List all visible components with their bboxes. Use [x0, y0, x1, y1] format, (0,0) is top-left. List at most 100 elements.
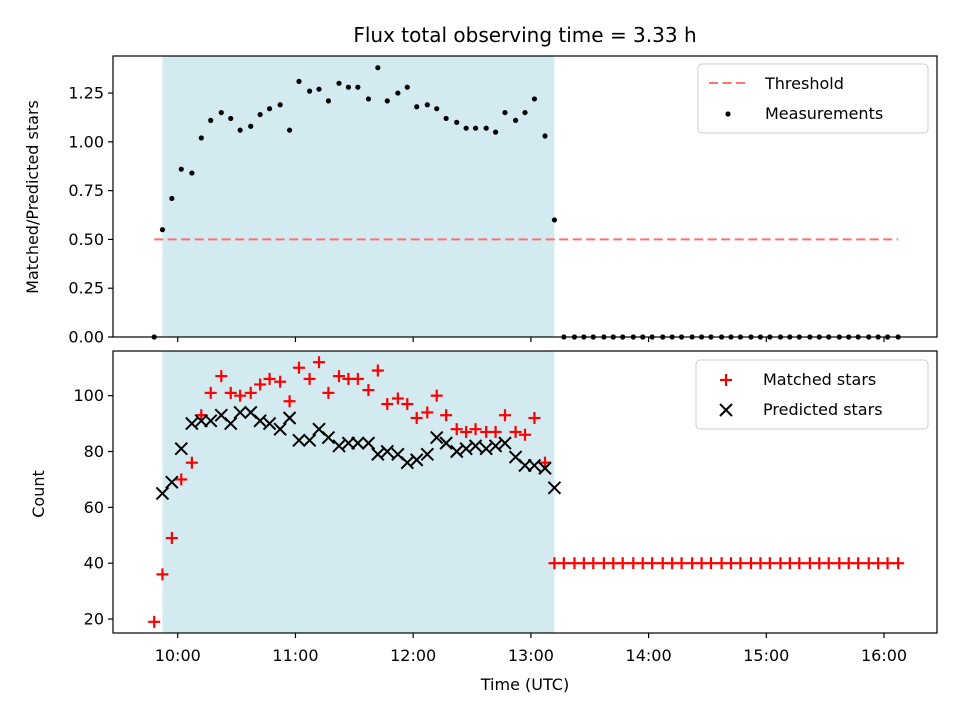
predicted-star-point: [371, 447, 385, 462]
predicted-star-point: [224, 416, 238, 431]
observing-window-span-top: [162, 56, 555, 337]
predicted-star-point: [155, 486, 170, 501]
predicted-star-point: [262, 416, 277, 431]
matched-star-point: [165, 532, 178, 545]
legend-predicted-label: Predicted stars: [763, 400, 883, 419]
measurement-point: [522, 109, 528, 116]
measurement-point: [454, 119, 460, 125]
matched-star-point: [892, 557, 905, 570]
y-tick-label: 40: [84, 554, 104, 573]
matched-star-point: [450, 423, 463, 436]
matched-star-point: [469, 423, 482, 436]
matched-star-point: [557, 557, 570, 570]
top-y-ticks: 0.00 0.25 0.50 0.75 1.00 1.25: [68, 84, 113, 347]
y-tick-label: 60: [84, 498, 104, 517]
bottom-y-axis-label: Count: [29, 470, 48, 518]
matched-star-point: [333, 370, 346, 383]
measurement-point: [228, 115, 234, 122]
measurement-point: [395, 90, 401, 96]
matched-star-point: [519, 428, 531, 441]
matched-star-point: [175, 473, 188, 486]
matched-star-point: [292, 361, 305, 374]
predicted-star-point: [468, 439, 483, 453]
predicted-star-point: [185, 416, 199, 431]
x-tick-label: 15:00: [743, 646, 789, 665]
measurement-point: [306, 88, 313, 94]
matched-star-point: [283, 395, 296, 408]
legend-predicted-swatch: [719, 403, 733, 417]
bottom-x-ticks: 10:00 11:00 12:00 13:00 14:00 15:00 16:00: [155, 633, 907, 665]
y-tick-label: 0.00: [68, 328, 104, 347]
measurement-point: [159, 227, 166, 233]
matched-star-point: [381, 398, 394, 411]
predicted-star-point: [518, 458, 532, 473]
matched-star-point: [371, 364, 384, 377]
x-tick-label: 14:00: [626, 646, 672, 665]
y-tick-label: 100: [73, 386, 104, 405]
measurement-point: [277, 102, 283, 108]
legend-measurements-swatch: [725, 111, 731, 117]
predicted-star-point: [420, 447, 435, 462]
predicted-star-point: [409, 453, 424, 467]
predicted-star-point: [380, 444, 394, 459]
predicted-star-point: [292, 433, 306, 448]
y-tick-label: 1.00: [68, 132, 104, 151]
predicted-star-point: [459, 442, 473, 456]
predicted-star-point: [547, 481, 562, 495]
measurement-point: [178, 166, 184, 172]
top-y-axis-label: Matched/Predicted stars: [23, 100, 42, 294]
bottom-legend: Matched stars Predicted stars: [695, 359, 929, 430]
measurement-point: [237, 127, 243, 133]
measurement-point: [266, 106, 273, 112]
matched-star-point: [498, 409, 511, 422]
predicted-star-point: [400, 455, 414, 470]
measurement-point: [189, 170, 195, 176]
predicted-star-point: [361, 436, 376, 450]
matched-star-point: [204, 386, 217, 399]
matched-star-point: [391, 392, 404, 405]
measurement-point: [434, 106, 440, 112]
predicted-star-point: [273, 422, 287, 436]
matched-star-point: [401, 398, 414, 411]
matched-star-point: [410, 412, 423, 425]
y-tick-label: 1.25: [68, 84, 104, 103]
matched-stars-points: [148, 356, 905, 628]
top-axes-frame: [112, 55, 938, 338]
predicted-star-point: [488, 439, 503, 453]
measurement-point: [345, 84, 352, 90]
bottom-legend-box: [695, 359, 929, 430]
matched-star-point: [263, 372, 276, 385]
measurement-point: [355, 84, 361, 90]
matched-star-point: [234, 389, 247, 402]
matched-star-point: [881, 557, 894, 570]
measurement-point: [414, 104, 420, 110]
measurement-point: [483, 125, 489, 131]
y-tick-label: 0.50: [68, 230, 104, 249]
measurement-point: [384, 98, 390, 104]
predicted-star-point: [450, 444, 464, 459]
bottom-axes-frame: [112, 350, 938, 634]
top-panel: 0.00 0.25 0.50 0.75 1.00 1.25 Matched/Predict…: [23, 55, 938, 347]
matched-star-point: [254, 378, 267, 391]
predicted-star-point: [498, 436, 512, 450]
matched-star-point: [646, 557, 659, 570]
predicted-star-point: [351, 436, 365, 450]
matched-star-point: [224, 386, 237, 399]
measurement-point: [472, 125, 479, 131]
measurement-point: [463, 125, 469, 131]
predicted-star-point: [439, 436, 453, 450]
predicted-star-point: [479, 442, 493, 456]
y-tick-label: 80: [84, 442, 104, 461]
bottom-panel: 20 40 60 80 100 10:00 11:00 12:00 13:00 14:00 15:…: [29, 350, 938, 694]
matched-star-point: [156, 568, 169, 581]
measurement-point: [286, 127, 293, 133]
matched-star-point: [460, 425, 473, 438]
y-tick-label: 0.75: [68, 181, 104, 200]
x-tick-label: 10:00: [155, 646, 201, 665]
matched-star-point: [440, 409, 453, 422]
top-x-ticks: [177, 337, 885, 342]
x-axis-label: Time (UTC): [480, 675, 569, 694]
predicted-star-point: [203, 414, 218, 428]
legend-matched-label: Matched stars: [763, 370, 876, 389]
matched-star-point: [313, 356, 325, 369]
